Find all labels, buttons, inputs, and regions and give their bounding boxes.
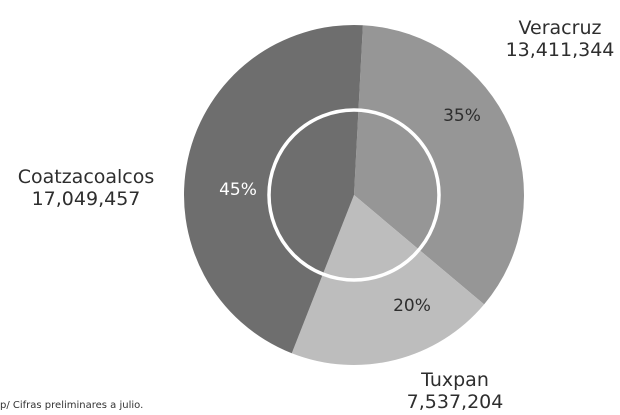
category-label-veracruz: Veracruz: [519, 17, 602, 39]
pie-slice-tuxpan: [291, 195, 485, 365]
category-label-coatzacoalcos: Coatzacoalcos: [18, 166, 155, 188]
footnote: p/ Cifras preliminares a julio.: [0, 400, 144, 411]
pie-slice-veracruz: [354, 25, 524, 305]
inner-ring-circle: [267, 108, 441, 282]
category-label-tuxpan: Tuxpan: [420, 369, 489, 391]
value-label-coatzacoalcos: 17,049,457: [32, 188, 141, 210]
percent-label-coatzacoalcos: 45%: [219, 180, 257, 200]
percent-label-tuxpan: 20%: [393, 296, 431, 316]
value-label-veracruz: 13,411,344: [506, 39, 615, 61]
value-label-tuxpan: 7,537,204: [407, 391, 504, 413]
percent-label-veracruz: 35%: [443, 106, 481, 126]
inner-ring: [267, 108, 441, 282]
